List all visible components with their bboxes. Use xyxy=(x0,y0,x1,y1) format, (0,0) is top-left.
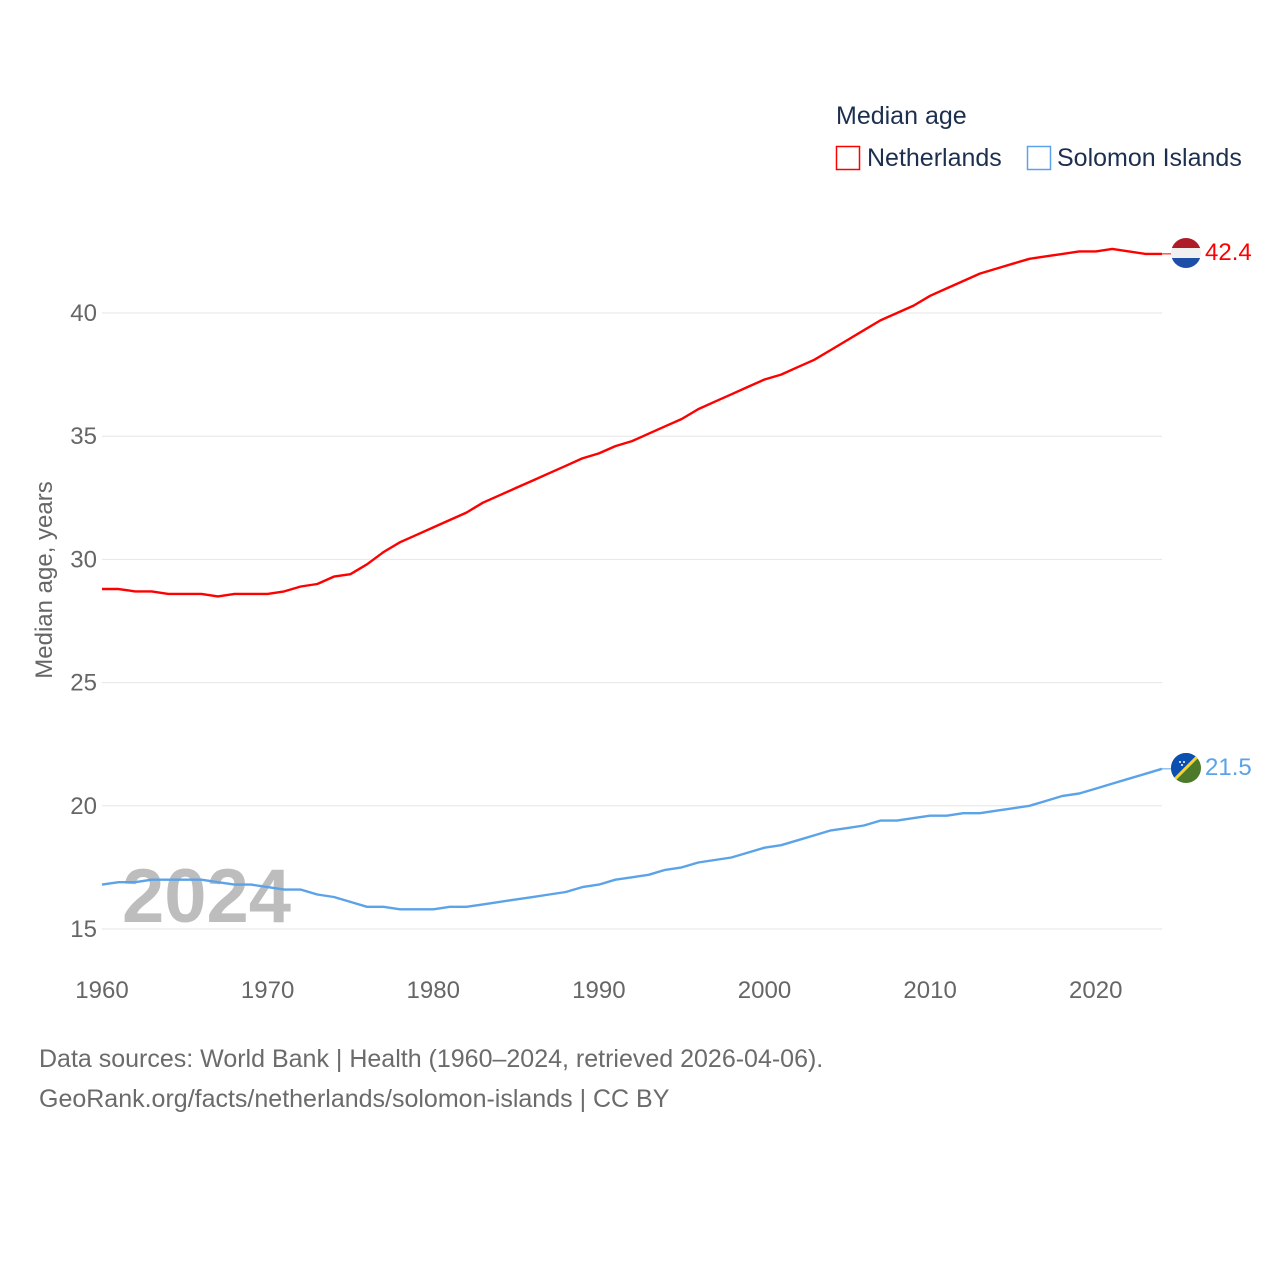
y-tick-label: 25 xyxy=(70,670,97,697)
footer-link[interactable]: GeoRank.org/facts/netherlands/solomon-is… xyxy=(39,1085,670,1113)
end-label-netherlands: 42.4 xyxy=(1205,239,1252,266)
x-tick-label: 1960 xyxy=(75,977,128,1004)
end-label-solomon-islands: 21.5 xyxy=(1205,754,1252,781)
y-tick-label: 30 xyxy=(70,546,97,573)
watermark-year: 2024 xyxy=(122,854,291,939)
x-tick-label: 2020 xyxy=(1069,977,1122,1004)
x-tick-label: 2010 xyxy=(903,977,956,1004)
x-axis-ticks: 1960 1970 1980 1990 2000 2010 2020 xyxy=(75,977,1122,1004)
y-axis-label: Median age, years xyxy=(31,481,58,678)
x-tick-label: 1990 xyxy=(572,977,625,1004)
y-tick-label: 40 xyxy=(70,300,97,327)
legend-title: Median age xyxy=(836,102,967,130)
series-line-netherlands[interactable] xyxy=(102,247,1162,598)
y-tick-label: 20 xyxy=(70,793,97,820)
y-tick-label: 35 xyxy=(70,423,97,450)
legend-label-netherlands[interactable]: Netherlands xyxy=(867,144,1002,172)
legend-label-solomon-islands[interactable]: Solomon Islands xyxy=(1057,144,1242,172)
series-lines xyxy=(101,247,1172,911)
x-tick-label: 2000 xyxy=(738,977,791,1004)
x-tick-label: 1980 xyxy=(407,977,460,1004)
netherlands-flag-icon xyxy=(1171,238,1201,268)
legend-swatch-netherlands[interactable] xyxy=(835,145,861,171)
legend: Median age Netherlands Solomon Islands xyxy=(835,102,1242,172)
legend-swatch-solomon-islands[interactable] xyxy=(1026,145,1052,171)
solomon-islands-flag-icon xyxy=(1171,753,1201,783)
y-tick-label: 15 xyxy=(70,916,97,943)
footer-sources: Data sources: World Bank | Health (1960–… xyxy=(39,1045,824,1073)
gridlines xyxy=(102,312,1162,930)
series-line-solomon-islands[interactable] xyxy=(101,767,1163,911)
y-axis-ticks: 15 20 25 30 35 40 xyxy=(70,300,97,943)
x-tick-label: 1970 xyxy=(241,977,294,1004)
